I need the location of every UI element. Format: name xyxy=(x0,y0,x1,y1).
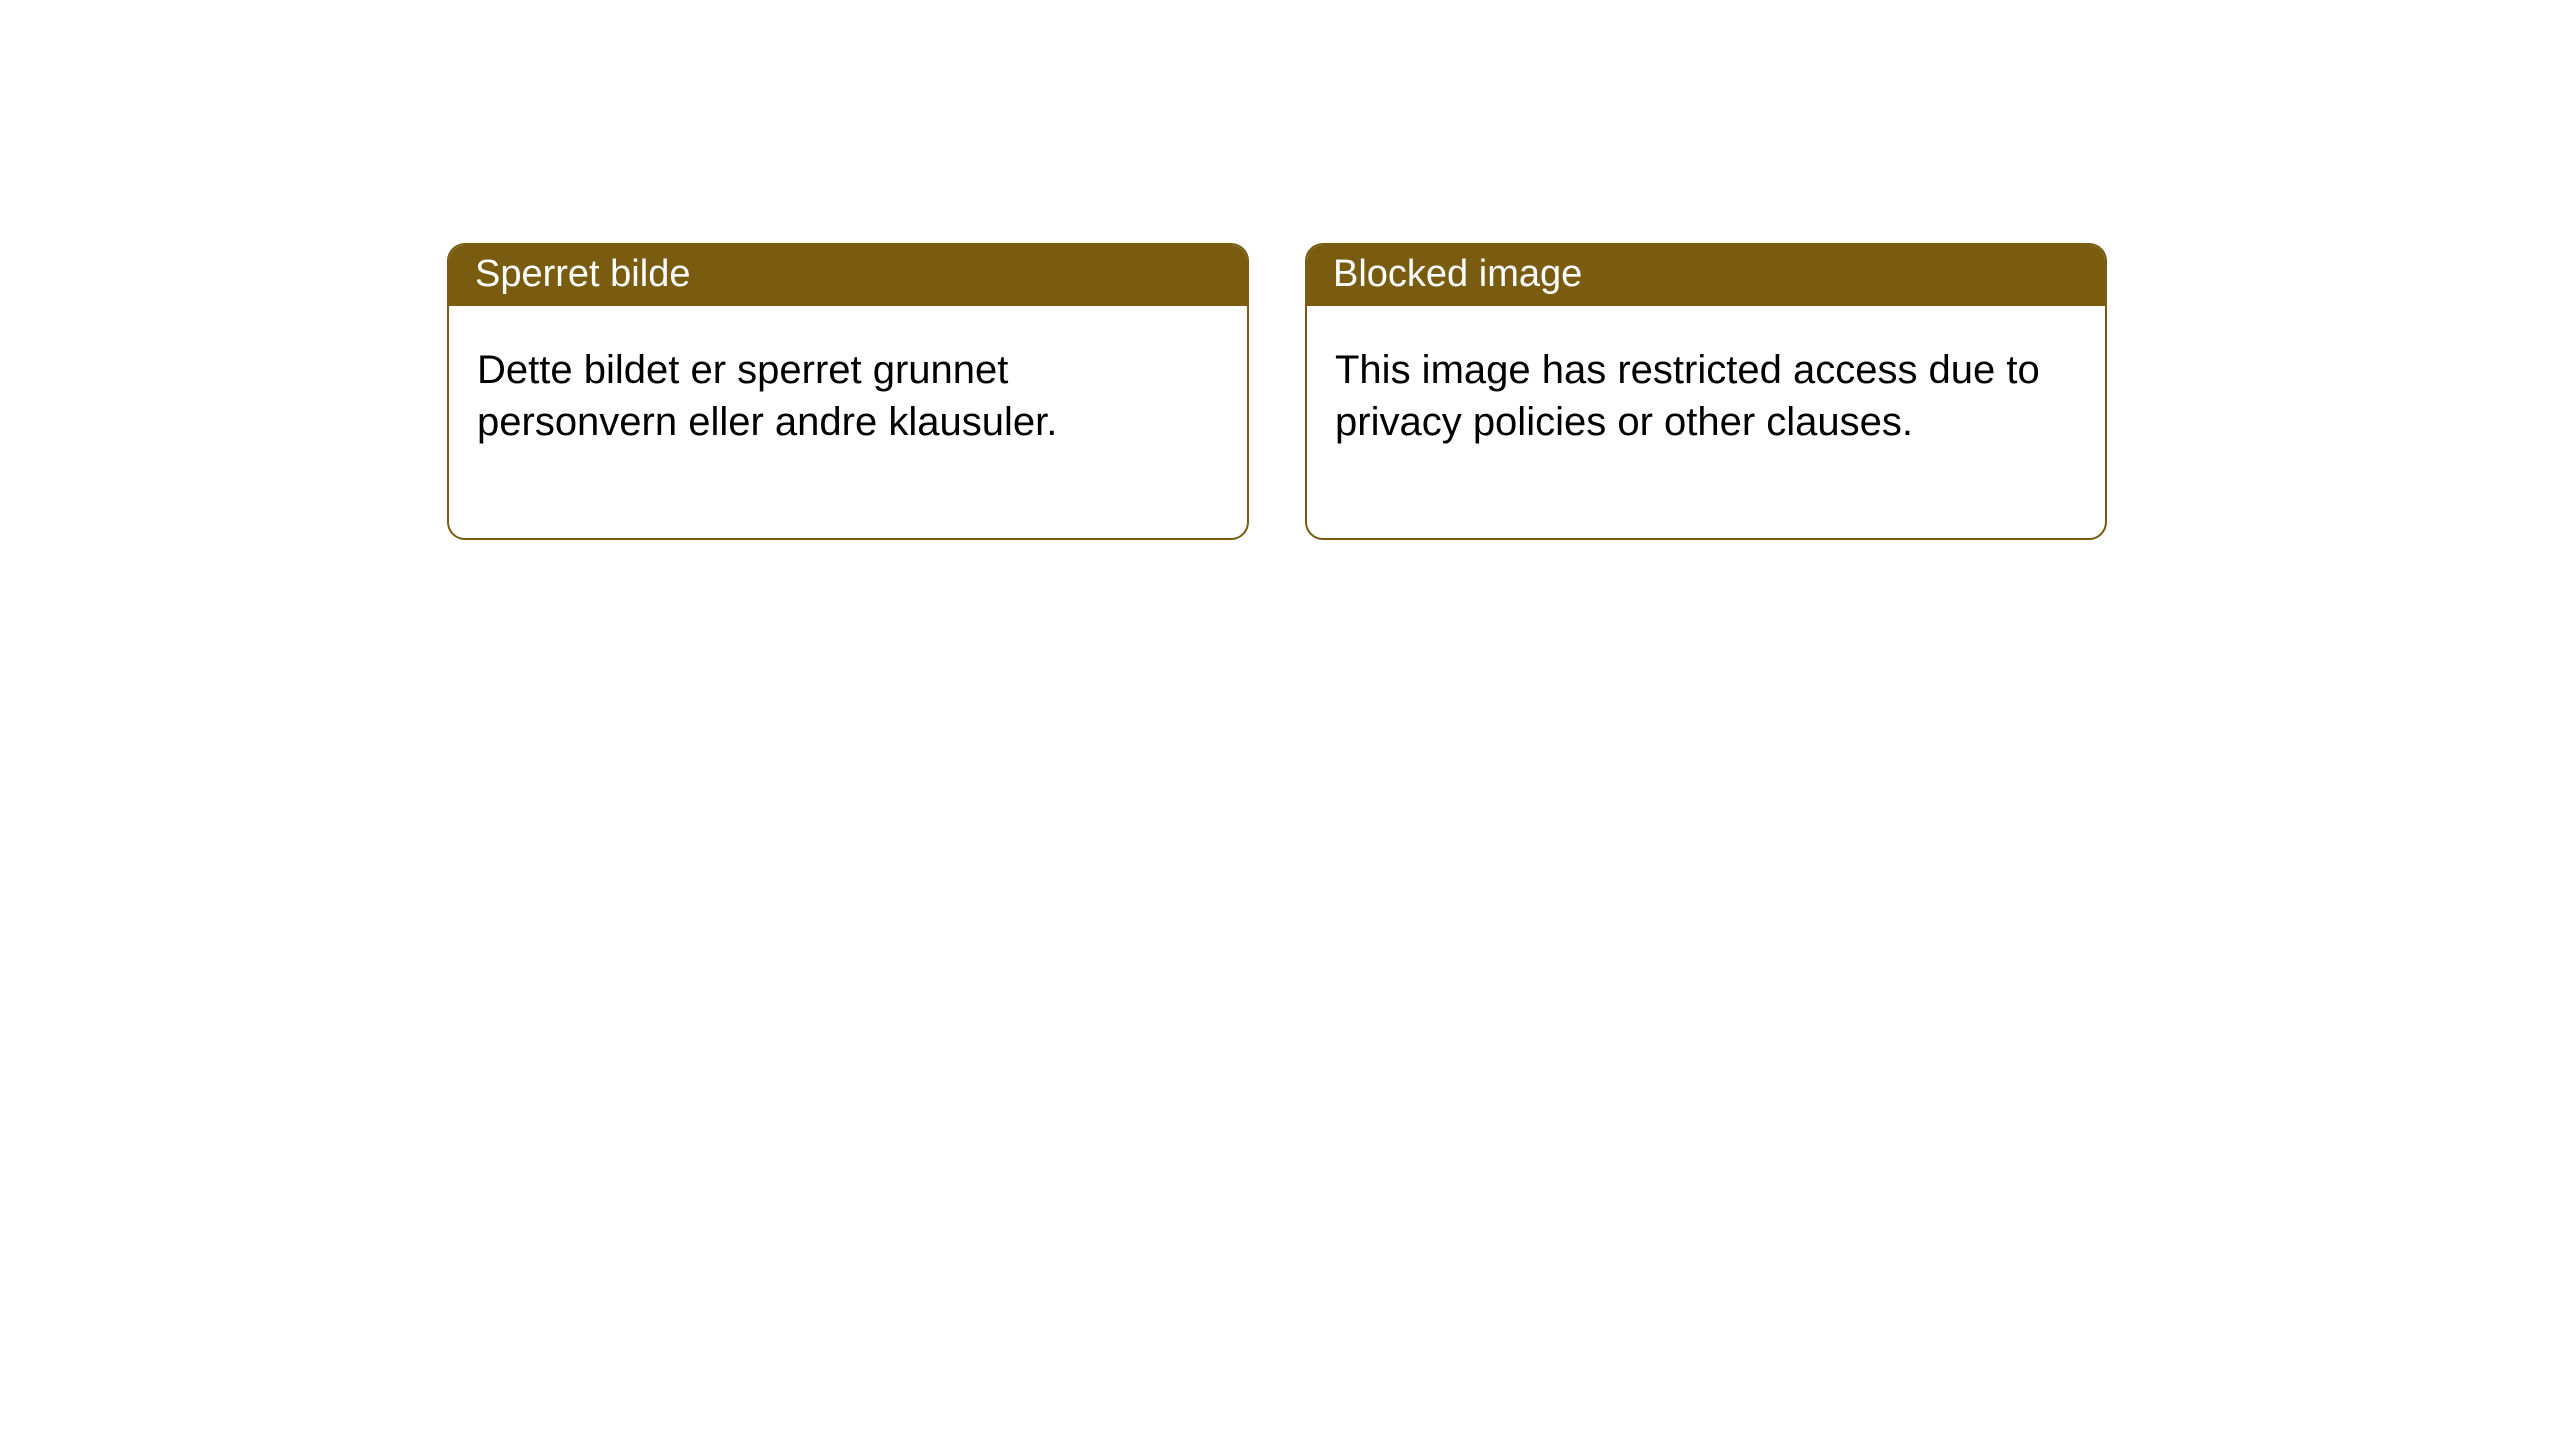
notice-body: Dette bildet er sperret grunnet personve… xyxy=(449,306,1247,538)
notice-card-english: Blocked image This image has restricted … xyxy=(1305,243,2107,540)
notice-header: Blocked image xyxy=(1307,245,2105,306)
notice-header: Sperret bilde xyxy=(449,245,1247,306)
notice-container: Sperret bilde Dette bildet er sperret gr… xyxy=(0,0,2560,540)
notice-card-norwegian: Sperret bilde Dette bildet er sperret gr… xyxy=(447,243,1249,540)
notice-body: This image has restricted access due to … xyxy=(1307,306,2105,538)
